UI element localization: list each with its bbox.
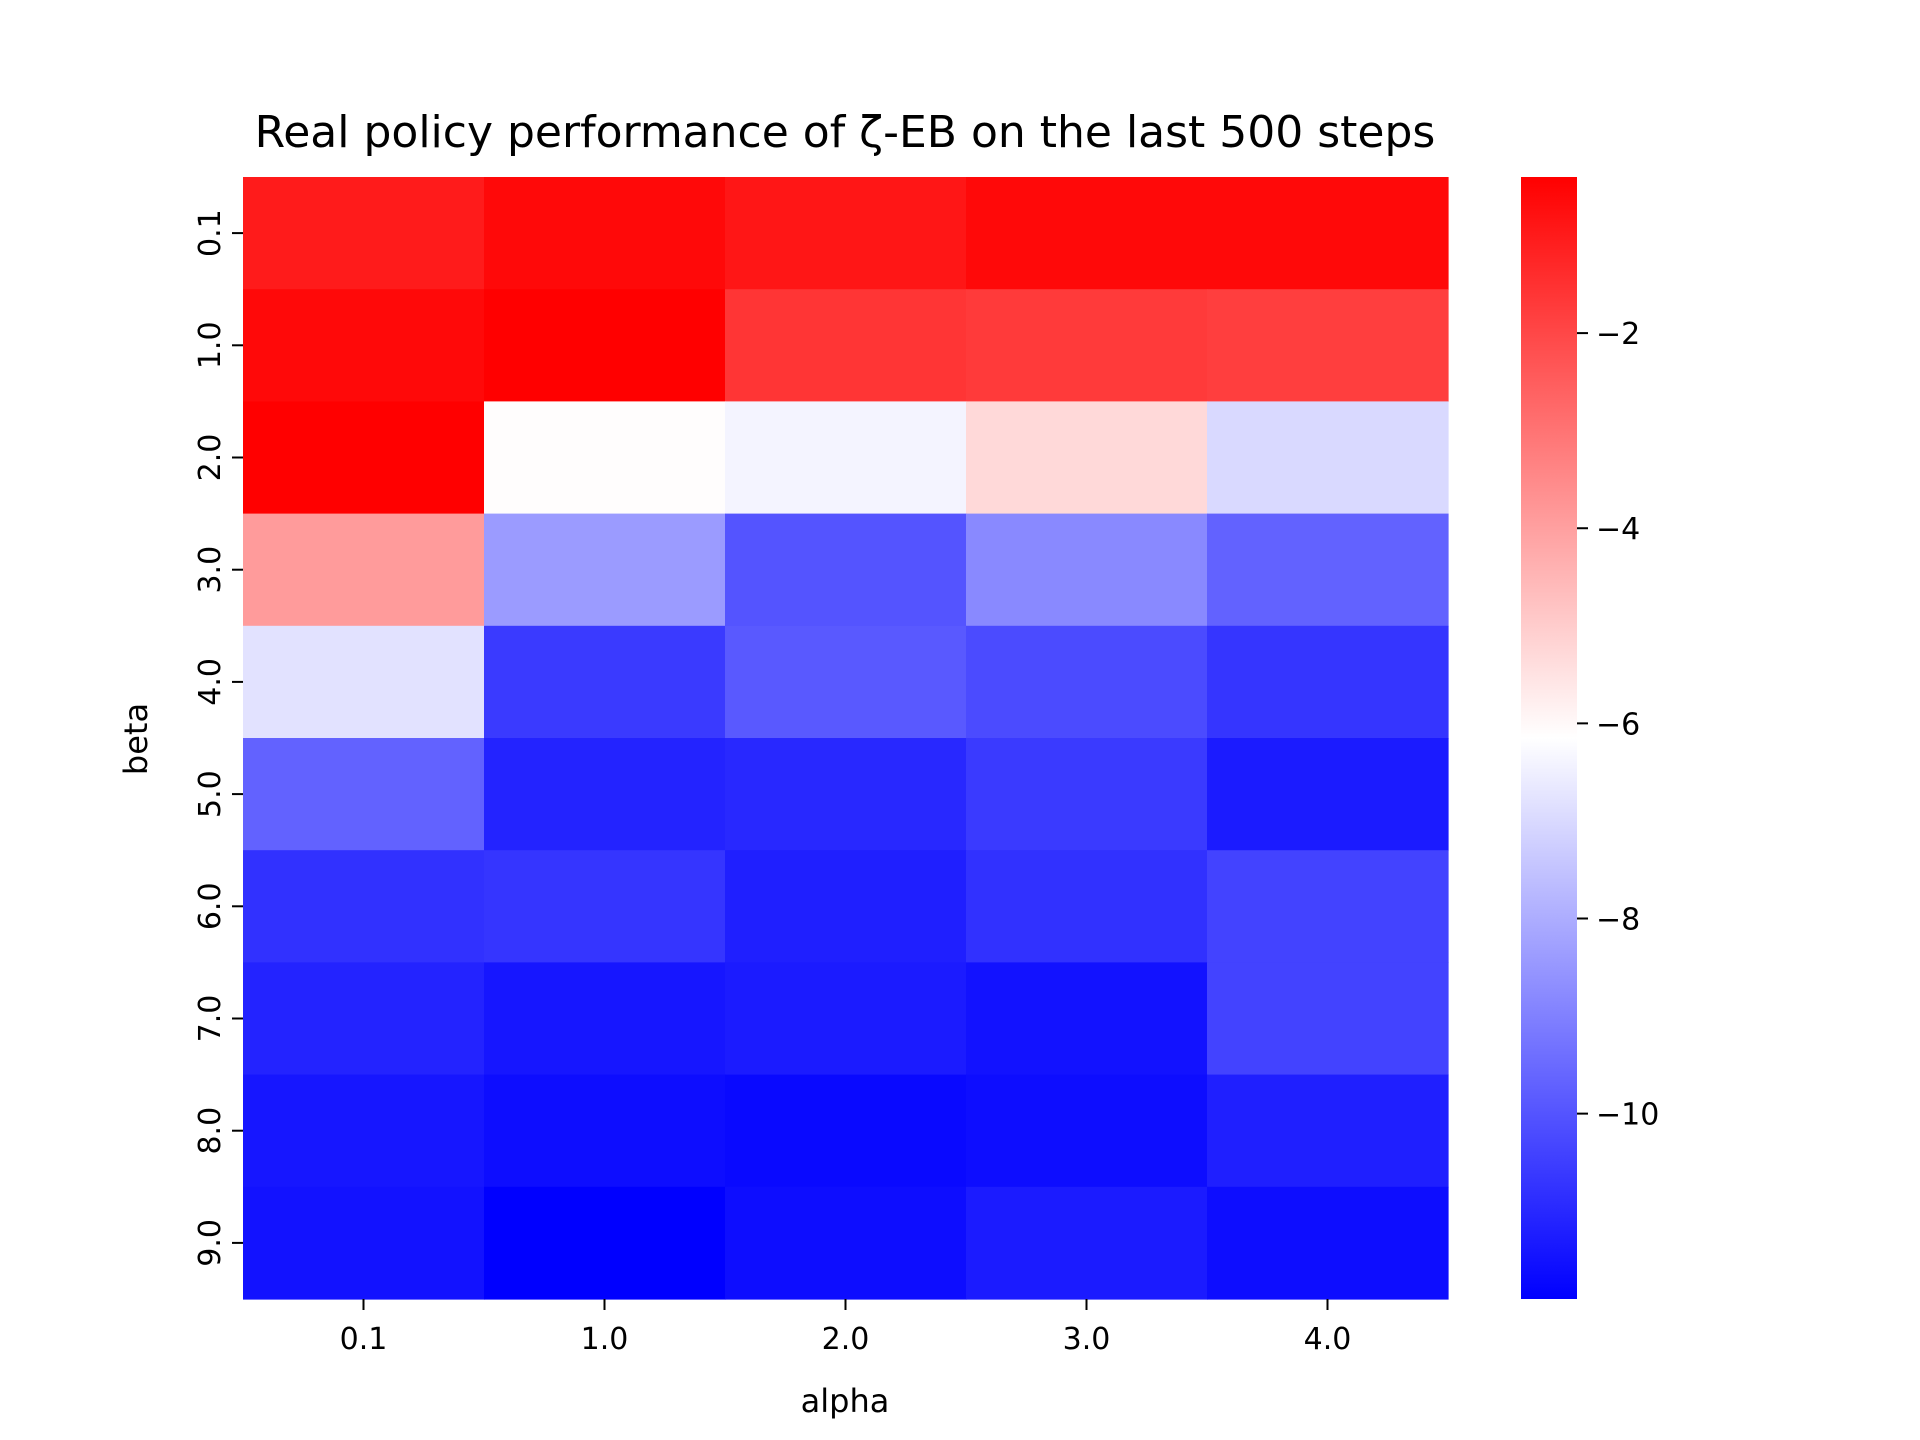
heatmap-cell-beta-2.0-alpha-0.1	[243, 401, 485, 515]
heatmap-cell-beta-4.0-alpha-2.0	[725, 625, 967, 739]
heatmap-cell-beta-0.1-alpha-0.1	[243, 177, 485, 290]
heatmap-cell-beta-5.0-alpha-2.0	[725, 738, 967, 851]
heatmap-cell-beta-9.0-alpha-1.0	[484, 1186, 726, 1300]
y-tick-label: 8.0	[193, 1107, 228, 1155]
colorbar-tick-label: −2	[1596, 317, 1640, 352]
heatmap-cell-beta-7.0-alpha-2.0	[725, 962, 967, 1076]
x-tick-label: 0.1	[340, 1322, 388, 1357]
heatmap-cell-beta-4.0-alpha-1.0	[484, 625, 726, 739]
heatmap-cell-beta-6.0-alpha-3.0	[966, 850, 1208, 963]
heatmap-cell-beta-1.0-alpha-4.0	[1207, 289, 1449, 402]
heatmap-cell-beta-4.0-alpha-4.0	[1207, 625, 1449, 739]
y-tick-label: 0.1	[193, 209, 228, 257]
heatmap-cell-beta-4.0-alpha-0.1	[243, 625, 485, 739]
heatmap-cell-beta-5.0-alpha-4.0	[1207, 738, 1449, 851]
heatmap-cell-beta-3.0-alpha-0.1	[243, 513, 485, 627]
y-tick-label: 7.0	[193, 995, 228, 1043]
heatmap-cell-beta-1.0-alpha-3.0	[966, 289, 1208, 402]
heatmap-cell-beta-6.0-alpha-1.0	[484, 850, 726, 963]
heatmap-cell-beta-3.0-alpha-4.0	[1207, 513, 1449, 627]
colorbar-tick-label: −10	[1596, 1098, 1659, 1133]
colorbar	[1521, 177, 1577, 1299]
heatmap-cell-beta-8.0-alpha-2.0	[725, 1074, 967, 1188]
y-tick-label: 1.0	[193, 321, 228, 369]
heatmap-cell-beta-0.1-alpha-2.0	[725, 177, 967, 290]
heatmap-cell-beta-9.0-alpha-2.0	[725, 1186, 967, 1300]
colorbar-tick-label: −6	[1596, 707, 1640, 742]
colorbar-tick-label: −4	[1596, 512, 1640, 547]
y-tick-label: 4.0	[193, 658, 228, 706]
heatmap-cell-beta-2.0-alpha-4.0	[1207, 401, 1449, 515]
heatmap-cell-beta-1.0-alpha-2.0	[725, 289, 967, 402]
heatmap-cell-beta-5.0-alpha-3.0	[966, 738, 1208, 851]
heatmap-cell-beta-6.0-alpha-4.0	[1207, 850, 1449, 963]
heatmap-cell-beta-8.0-alpha-4.0	[1207, 1074, 1449, 1188]
heatmap-cell-beta-7.0-alpha-3.0	[966, 962, 1208, 1076]
heatmap-cell-beta-1.0-alpha-1.0	[484, 289, 726, 402]
y-axis-label: beta	[117, 703, 155, 775]
heatmap-cell-beta-3.0-alpha-3.0	[966, 513, 1208, 627]
heatmap-cell-beta-9.0-alpha-3.0	[966, 1186, 1208, 1300]
y-tick-label: 9.0	[193, 1219, 228, 1267]
y-tick-label: 3.0	[193, 546, 228, 594]
heatmap-cell-beta-5.0-alpha-1.0	[484, 738, 726, 851]
heatmap-cell-beta-8.0-alpha-0.1	[243, 1074, 485, 1188]
heatmap-cell-beta-3.0-alpha-1.0	[484, 513, 726, 627]
heatmap-cell-beta-5.0-alpha-0.1	[243, 738, 485, 851]
chart-title: Real policy performance of ζ-EB on the l…	[255, 107, 1436, 158]
x-tick-label: 2.0	[822, 1322, 870, 1357]
heatmap-cell-beta-6.0-alpha-0.1	[243, 850, 485, 963]
y-axis-ticks: 0.1 1.0 2.0 3.0 4.0 5.0 6.0 7.0 8.0 9.0	[193, 209, 243, 1267]
heatmap-cell-beta-0.1-alpha-1.0	[484, 177, 726, 290]
heatmap-cell-beta-2.0-alpha-1.0	[484, 401, 726, 515]
colorbar-ticks: −2 −4 −6 −8 −10	[1577, 317, 1659, 1133]
heatmap-cells	[243, 177, 1449, 1300]
heatmap-cell-beta-9.0-alpha-0.1	[243, 1186, 485, 1300]
heatmap-cell-beta-8.0-alpha-3.0	[966, 1074, 1208, 1188]
heatmap-cell-beta-2.0-alpha-3.0	[966, 401, 1208, 515]
heatmap-cell-beta-9.0-alpha-4.0	[1207, 1186, 1449, 1300]
heatmap-cell-beta-0.1-alpha-3.0	[966, 177, 1208, 290]
x-tick-label: 1.0	[581, 1322, 629, 1357]
heatmap-cell-beta-0.1-alpha-4.0	[1207, 177, 1449, 290]
x-axis-label: alpha	[801, 1382, 890, 1420]
x-tick-label: 4.0	[1304, 1322, 1352, 1357]
heatmap-cell-beta-7.0-alpha-4.0	[1207, 962, 1449, 1076]
heatmap-cell-beta-8.0-alpha-1.0	[484, 1074, 726, 1188]
heatmap-cell-beta-1.0-alpha-0.1	[243, 289, 485, 402]
y-tick-label: 2.0	[193, 434, 228, 482]
heatmap-cell-beta-7.0-alpha-1.0	[484, 962, 726, 1076]
y-tick-label: 5.0	[193, 770, 228, 818]
x-tick-label: 3.0	[1063, 1322, 1111, 1357]
heatmap-cell-beta-6.0-alpha-2.0	[725, 850, 967, 963]
y-tick-label: 6.0	[193, 882, 228, 930]
x-axis-ticks: 0.1 1.0 2.0 3.0 4.0	[340, 1299, 1352, 1357]
heatmap-cell-beta-3.0-alpha-2.0	[725, 513, 967, 627]
heatmap-cell-beta-7.0-alpha-0.1	[243, 962, 485, 1076]
heatmap-cell-beta-2.0-alpha-2.0	[725, 401, 967, 515]
colorbar-tick-label: −8	[1596, 902, 1640, 937]
heatmap-cell-beta-4.0-alpha-3.0	[966, 625, 1208, 739]
